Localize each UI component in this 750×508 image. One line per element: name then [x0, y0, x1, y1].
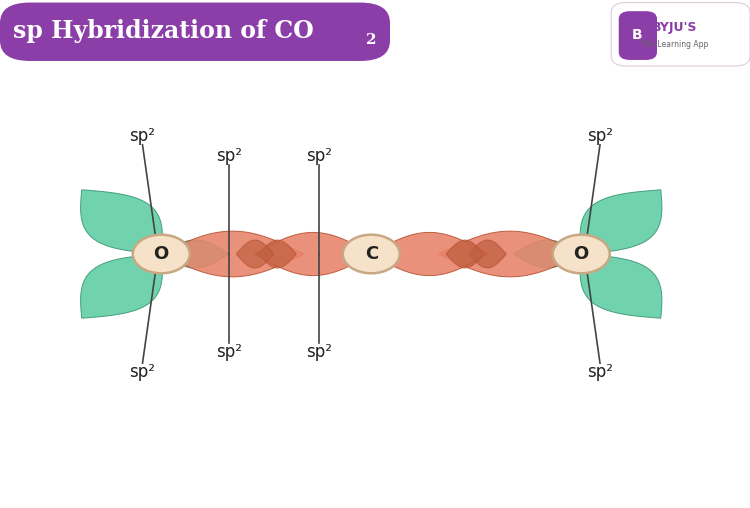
Polygon shape [580, 190, 662, 254]
Text: C: C [364, 245, 378, 263]
Text: B: B [632, 27, 643, 42]
Text: BYJU'S: BYJU'S [652, 21, 698, 35]
Text: O: O [574, 245, 589, 263]
Text: sp²: sp² [130, 363, 155, 381]
Polygon shape [469, 240, 506, 268]
Text: sp²: sp² [216, 343, 242, 361]
Text: sp²: sp² [587, 363, 613, 381]
FancyBboxPatch shape [0, 3, 390, 61]
Text: sp²: sp² [587, 127, 613, 145]
Polygon shape [80, 254, 162, 318]
Text: sp Hybridization of CO: sp Hybridization of CO [13, 19, 314, 44]
Text: sp²: sp² [306, 343, 332, 361]
Circle shape [343, 235, 400, 273]
Polygon shape [236, 240, 274, 268]
Polygon shape [439, 231, 581, 277]
Polygon shape [580, 254, 662, 318]
Text: sp²: sp² [306, 147, 332, 165]
Polygon shape [371, 233, 488, 275]
Polygon shape [259, 240, 296, 268]
Text: sp²: sp² [216, 147, 242, 165]
Polygon shape [514, 240, 581, 268]
Polygon shape [80, 190, 162, 254]
Circle shape [553, 235, 610, 273]
Polygon shape [446, 240, 484, 268]
Text: sp²: sp² [130, 127, 155, 145]
Polygon shape [161, 240, 229, 268]
Text: 2: 2 [366, 33, 376, 47]
Polygon shape [255, 233, 371, 275]
Polygon shape [161, 231, 304, 277]
Text: O: O [154, 245, 169, 263]
FancyBboxPatch shape [619, 11, 657, 60]
Circle shape [133, 235, 190, 273]
FancyBboxPatch shape [611, 3, 750, 66]
Text: The Learning App: The Learning App [641, 40, 709, 49]
